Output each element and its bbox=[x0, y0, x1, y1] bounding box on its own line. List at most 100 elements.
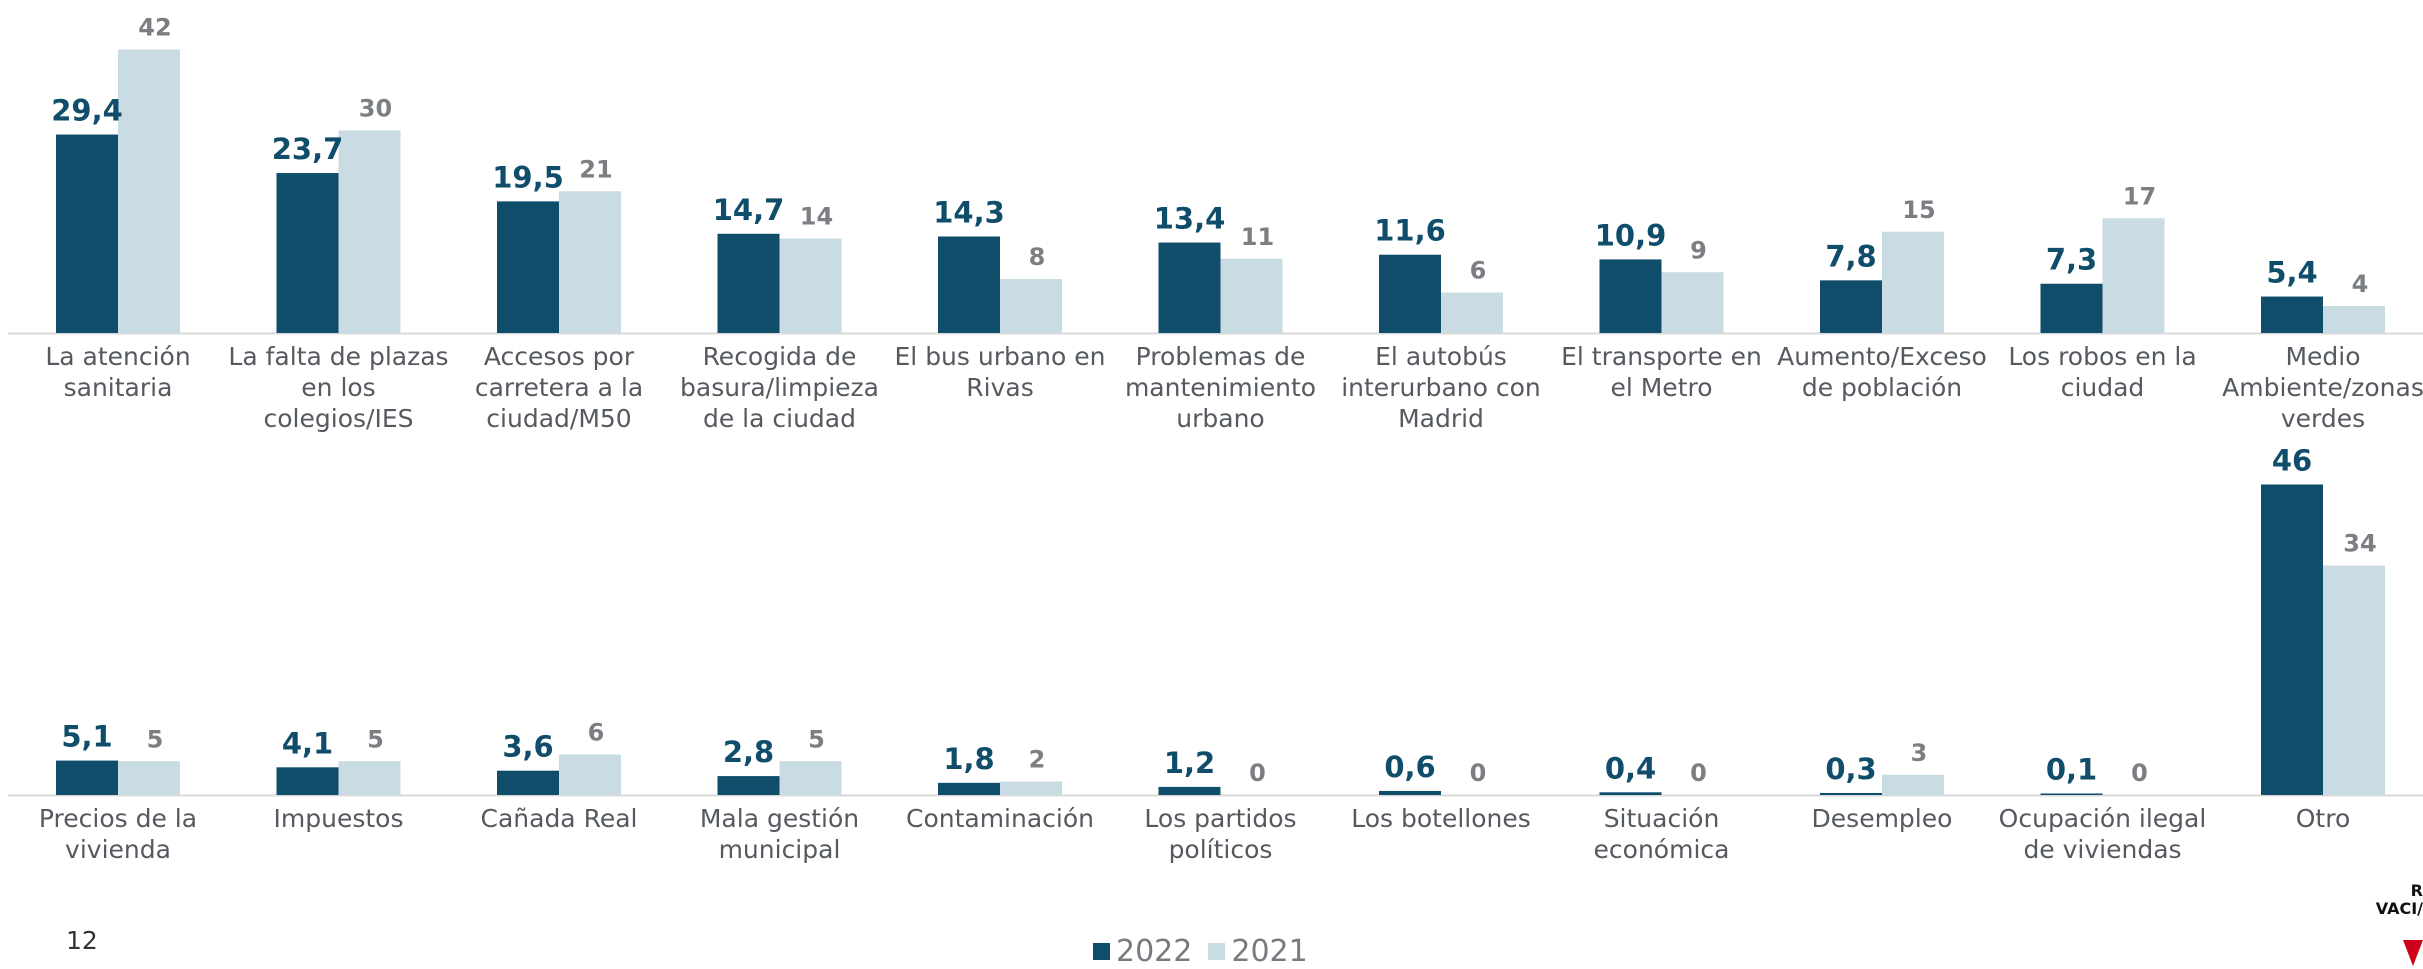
category-label: Cañada Real bbox=[481, 804, 638, 833]
page-number: 12 bbox=[66, 926, 98, 955]
data-label-2021: 0 bbox=[1690, 759, 1707, 787]
category-label-line: interurbano con bbox=[1341, 373, 1541, 402]
legend-label-2021: 2021 bbox=[1231, 934, 1308, 969]
data-label-2021: 5 bbox=[367, 725, 384, 753]
category-label-line: el Metro bbox=[1610, 373, 1712, 402]
bar-2022 bbox=[1599, 792, 1662, 795]
category-group: 5,1 5 Precios de la vivienda bbox=[39, 720, 197, 864]
data-label-2021: 4 bbox=[2352, 270, 2369, 298]
bar-2022 bbox=[1599, 259, 1662, 333]
category-group: 29,4 42 La atención sanitaria bbox=[45, 14, 190, 403]
logo-text-line-2: VACI/ bbox=[2375, 899, 2423, 918]
category-label: Impuestos bbox=[274, 804, 404, 833]
category-label-line: Rivas bbox=[966, 373, 1033, 402]
category-group: 1,2 0 Los partidos políticos bbox=[1144, 746, 1296, 864]
bar-2021 bbox=[1000, 781, 1062, 795]
bar-2021 bbox=[559, 754, 621, 795]
data-label-2022: 5,1 bbox=[61, 720, 112, 754]
bar-2021 bbox=[779, 761, 842, 795]
category-group: 23,7 30 La falta de plazas en los colegios/I… bbox=[228, 95, 448, 434]
category-group: 1,8 2 Contaminación bbox=[906, 742, 1094, 833]
logo-text: R VACI/ bbox=[2367, 882, 2423, 918]
data-label-2022: 0,4 bbox=[1605, 751, 1656, 785]
data-label-2021: 5 bbox=[147, 725, 164, 753]
data-label-2022: 5,4 bbox=[2266, 256, 2317, 290]
category-group: 0,3 3 Desempleo bbox=[1812, 739, 1953, 833]
legend-swatch-2022 bbox=[1093, 943, 1110, 960]
data-label-2021: 9 bbox=[1690, 236, 1707, 264]
bar-2021 bbox=[559, 191, 621, 333]
data-label-2022: 2,8 bbox=[723, 735, 774, 769]
data-label-2021: 6 bbox=[1470, 257, 1487, 285]
category-label-line: Los robos en la bbox=[2008, 342, 2196, 371]
category-label-line: Aumento/Exceso bbox=[1777, 342, 1987, 371]
data-label-2022: 7,3 bbox=[2046, 243, 2097, 277]
category-label-line: El bus urbano en bbox=[895, 342, 1106, 371]
category-group: 19,5 21 Accesos por carretera a la ciudad/M5… bbox=[475, 155, 643, 433]
category-group: 0,4 0 Situación económica bbox=[1594, 751, 1730, 864]
category-label-line: verdes bbox=[2281, 404, 2365, 433]
bar-2022 bbox=[2040, 283, 2103, 333]
bar-2022 bbox=[938, 236, 1000, 333]
data-label-2022: 14,7 bbox=[713, 193, 785, 227]
data-label-2022: 4,1 bbox=[282, 726, 333, 760]
bar-2022 bbox=[56, 134, 118, 333]
category-label: Recogida de basura/limpieza de la ciudad bbox=[680, 342, 879, 433]
category-label: Los robos en la ciudad bbox=[2008, 342, 2196, 402]
data-label-2021: 30 bbox=[359, 95, 392, 123]
category-label-line: municipal bbox=[719, 835, 841, 864]
data-label-2021: 2 bbox=[1029, 746, 1046, 774]
category-label-line: sanitaria bbox=[64, 373, 173, 402]
bar-2021 bbox=[1000, 279, 1062, 333]
category-label-line: Recogida de bbox=[703, 342, 857, 371]
data-label-2022: 29,4 bbox=[51, 94, 123, 128]
category-label-line: Madrid bbox=[1398, 404, 1484, 433]
category-group: 0,6 0 Los botellones bbox=[1351, 750, 1531, 833]
category-label: Los partidos políticos bbox=[1144, 804, 1296, 864]
logo-text-line-1: R bbox=[2410, 882, 2423, 900]
data-label-2022: 7,8 bbox=[1825, 239, 1876, 273]
category-label-line: Ocupación ilegal bbox=[1999, 804, 2207, 833]
category-group: 13,4 11 Problemas de mantenimiento urbano bbox=[1125, 202, 1316, 433]
data-label-2021: 0 bbox=[1470, 759, 1487, 787]
bar-2021 bbox=[1220, 258, 1283, 333]
category-label-line: económica bbox=[1594, 835, 1730, 864]
bar-2022 bbox=[1379, 790, 1441, 795]
category-label: Desempleo bbox=[1812, 804, 1953, 833]
data-label-2022: 10,9 bbox=[1595, 218, 1667, 252]
data-label-2021: 3 bbox=[1911, 739, 1928, 767]
bar-2022 bbox=[2261, 296, 2323, 333]
bar-2022 bbox=[497, 770, 559, 795]
bar-2022 bbox=[938, 782, 1000, 795]
data-label-2021: 11 bbox=[1241, 223, 1274, 251]
category-group: 10,9 9 El transporte en el Metro bbox=[1561, 218, 1762, 402]
data-label-2022: 13,4 bbox=[1154, 202, 1226, 236]
bar-2021 bbox=[1882, 231, 1944, 333]
data-label-2021: 42 bbox=[138, 14, 171, 42]
category-label-line: La falta de plazas bbox=[228, 342, 448, 371]
data-label-2021: 21 bbox=[579, 155, 612, 183]
data-label-2021: 8 bbox=[1029, 243, 1046, 271]
bar-2022 bbox=[1379, 254, 1441, 333]
data-label-2022: 11,6 bbox=[1374, 214, 1446, 248]
bar-2021 bbox=[2323, 565, 2385, 795]
bar-2021 bbox=[779, 238, 842, 333]
category-label: Accesos por carretera a la ciudad/M50 bbox=[475, 342, 643, 433]
category-label-line: en los bbox=[301, 373, 375, 402]
bar-2022 bbox=[717, 776, 780, 795]
data-label-2021: 14 bbox=[800, 203, 833, 231]
category-group: 14,7 14 Recogida de basura/limpieza de la ci… bbox=[680, 193, 879, 433]
category-label: Contaminación bbox=[906, 804, 1094, 833]
legend-swatch-2021 bbox=[1208, 943, 1226, 960]
legend-item-2021: 2021 bbox=[1208, 934, 1308, 969]
category-label-line: Otro bbox=[2296, 804, 2351, 833]
bar-2021 bbox=[2102, 218, 2165, 333]
category-label: La atención sanitaria bbox=[45, 342, 190, 402]
brand-logo: R VACI/ bbox=[2367, 882, 2423, 966]
category-label-line: Ambiente/zonas bbox=[2222, 373, 2423, 402]
data-label-2021: 34 bbox=[2343, 530, 2376, 558]
bar-2022 bbox=[1820, 792, 1882, 795]
category-label-line: mantenimiento bbox=[1125, 373, 1316, 402]
bar-2022 bbox=[717, 233, 780, 333]
